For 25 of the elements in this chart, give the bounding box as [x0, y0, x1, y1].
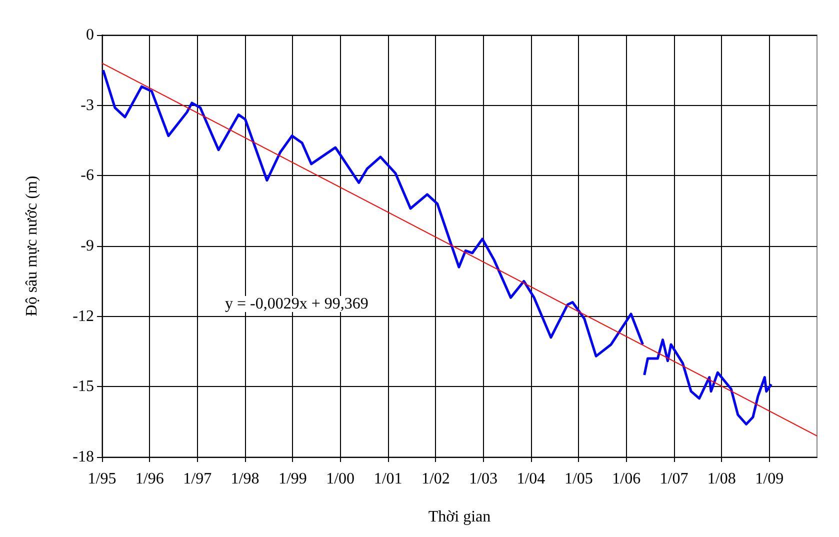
x-tick-label: 1/00	[326, 470, 355, 488]
y-axis-title: Độ sâu mực nước (m)	[24, 176, 40, 316]
y-tick-label: -18	[72, 448, 94, 466]
x-axis-title: Thời gian	[428, 508, 491, 526]
annotation: y = -0,0029x + 99,369	[225, 296, 368, 312]
y-tick-label: -6	[80, 167, 94, 184]
y-tick-label: -15	[72, 378, 94, 396]
x-tick-label: 1/96	[135, 470, 164, 488]
x-tick-label: 1/04	[516, 470, 546, 488]
x-tick-label: 1/06	[612, 470, 641, 488]
y-tick-label: -9	[80, 238, 94, 254]
y-tick-label: -12	[72, 308, 94, 325]
x-tick-label: 1/08	[707, 470, 736, 488]
x-tick-label: 1/03	[469, 470, 498, 488]
x-tick-label: 1/02	[421, 470, 450, 488]
x-tick-label: 1/09	[755, 470, 784, 488]
x-tick-label: 1/05	[564, 470, 593, 488]
x-tick-label: 1/95	[88, 470, 116, 488]
y-tick-label: -3	[80, 96, 94, 114]
x-tick-label: 1/99	[278, 470, 307, 488]
x-tick-label: 1/07	[660, 470, 688, 488]
x-tick-label: 1/98	[230, 470, 260, 488]
x-tick-label: 1/01	[374, 470, 402, 488]
x-tick-label: 1/97	[183, 470, 212, 488]
y-tick-label: 0	[86, 26, 94, 44]
